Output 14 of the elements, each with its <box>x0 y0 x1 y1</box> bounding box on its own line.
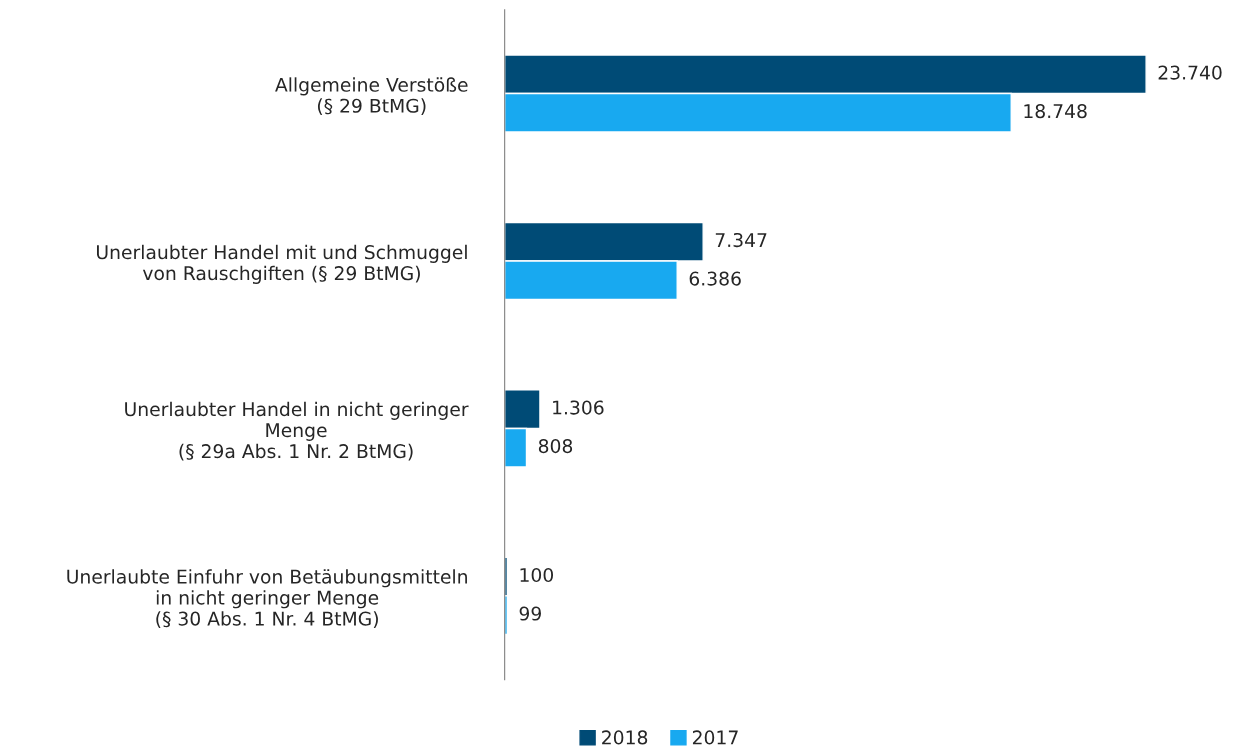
y-tick-label: Unerlaubter Handel mit und Schmuggel von Rauschgiften (§ 29 BtMG) <box>97 244 467 284</box>
y-tick-label: Unerlaubte Einfuhr von Betäubungsmitteln in nicht geringer Menge (§ 30 Abs. 1 Nr. 4 BtMG) <box>67 569 467 628</box>
data-label: 100 <box>520 567 554 583</box>
legend-label: 2018 <box>602 730 648 745</box>
data-label: 99 <box>519 606 541 621</box>
y-tick-label: Allgemeine Verstöße (§ 29 BtMG) <box>275 77 468 116</box>
legend-label: 2017 <box>692 730 738 745</box>
data-label: 1.306 <box>553 400 604 415</box>
data-label: 808 <box>538 438 573 454</box>
y-tick-label: Unerlaubter Handel in nicht geringer Menge (§ 29a Abs. 1 Nr. 2 BtMG) <box>125 401 469 461</box>
data-label: 6.386 <box>689 271 741 286</box>
data-label: 7.347 <box>715 232 767 248</box>
data-label: 18.748 <box>1024 104 1087 119</box>
data-label: 23.740 <box>1158 65 1222 80</box>
